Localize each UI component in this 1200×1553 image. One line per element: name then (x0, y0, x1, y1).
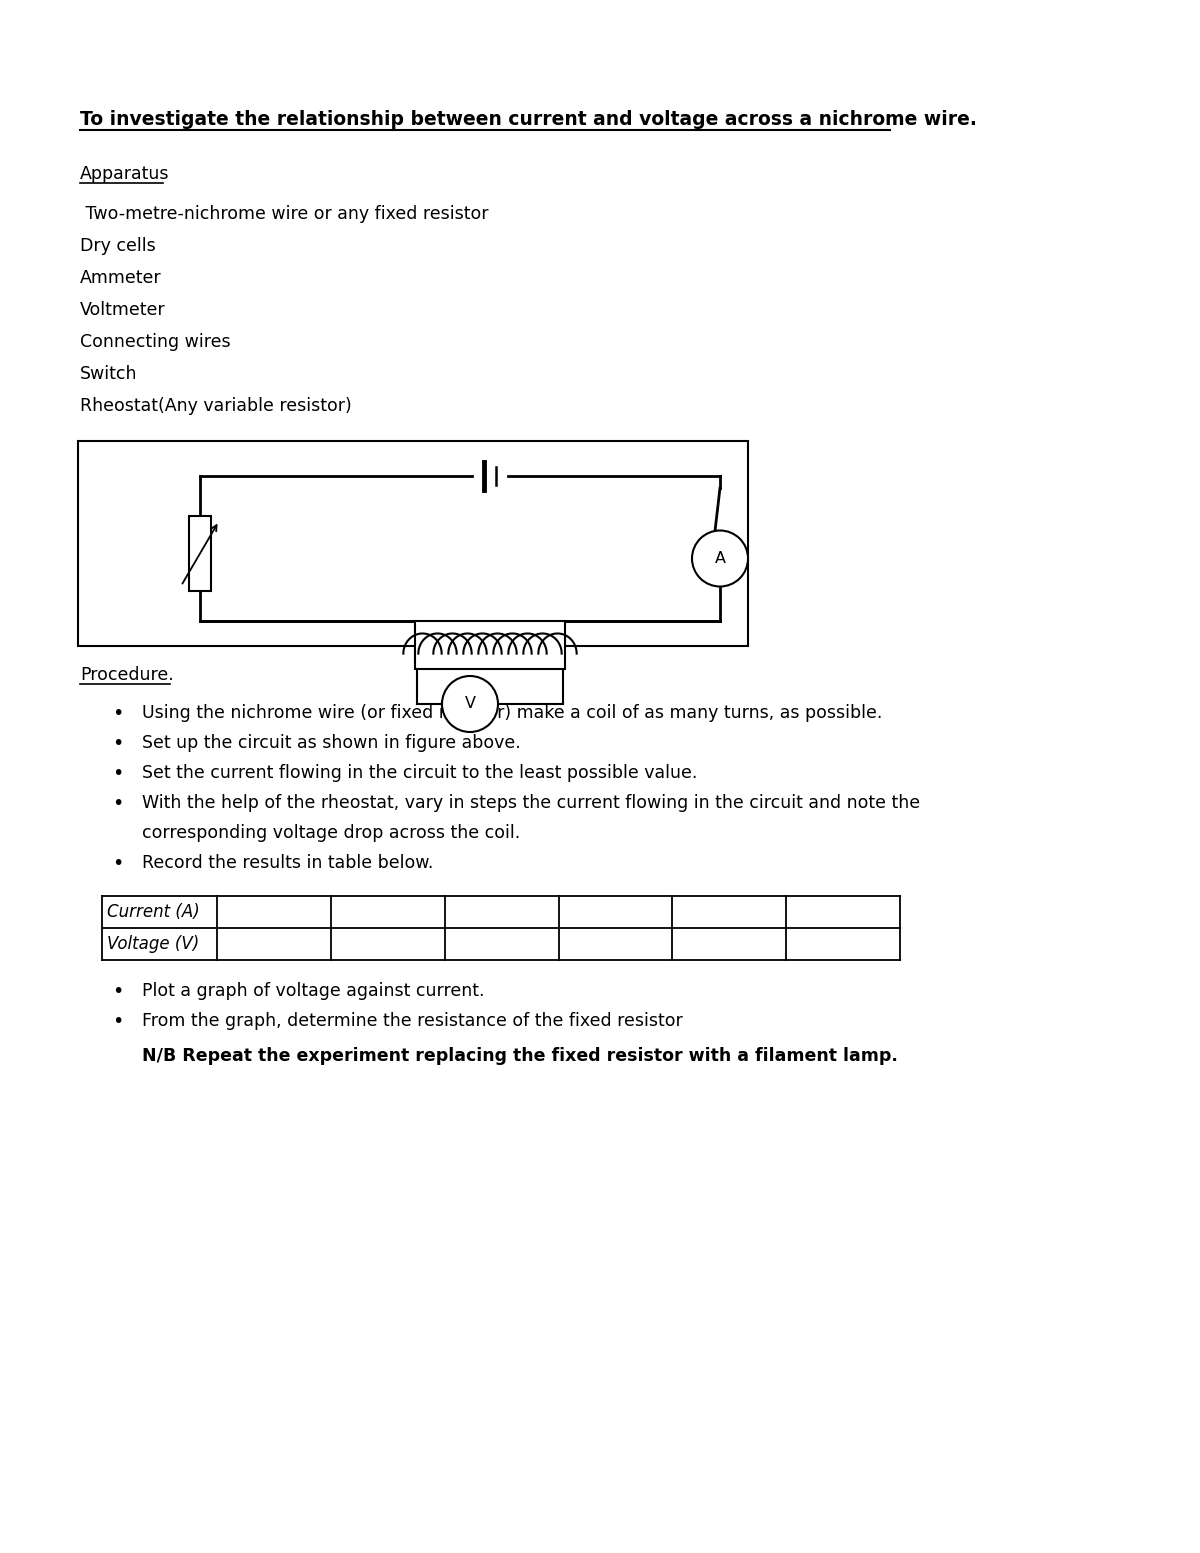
Bar (190, 516, 211, 592)
Bar (78, 441, 748, 646)
Text: Using the nichrome wire (or fixed resistor) make a coil of as many turns, as pos: Using the nichrome wire (or fixed resist… (142, 704, 882, 722)
Text: A: A (714, 551, 726, 565)
Text: Set up the circuit as shown in figure above.: Set up the circuit as shown in figure ab… (142, 735, 521, 752)
Text: •: • (112, 764, 124, 783)
Text: Record the results in table below.: Record the results in table below. (142, 854, 433, 871)
Text: Apparatus: Apparatus (80, 165, 169, 183)
Text: corresponding voltage drop across the coil.: corresponding voltage drop across the co… (142, 825, 521, 842)
Text: V: V (464, 696, 475, 711)
Text: •: • (112, 704, 124, 724)
Text: Set the current flowing in the circuit to the least possible value.: Set the current flowing in the circuit t… (142, 764, 697, 783)
Circle shape (442, 676, 498, 731)
Text: Voltmeter: Voltmeter (80, 301, 166, 318)
Text: Procedure.: Procedure. (80, 666, 174, 683)
Circle shape (692, 531, 748, 587)
Text: Plot a graph of voltage against current.: Plot a graph of voltage against current. (142, 981, 485, 1000)
Text: Ammeter: Ammeter (80, 269, 162, 287)
Text: Switch: Switch (80, 365, 138, 384)
Text: Rheostat(Any variable resistor): Rheostat(Any variable resistor) (80, 398, 352, 415)
Text: •: • (112, 854, 124, 873)
Text: From the graph, determine the resistance of the fixed resistor: From the graph, determine the resistance… (142, 1013, 683, 1030)
Text: Two-metre-nichrome wire or any fixed resistor: Two-metre-nichrome wire or any fixed res… (80, 205, 488, 224)
Bar (415, 621, 565, 669)
Text: Dry cells: Dry cells (80, 238, 156, 255)
Text: •: • (112, 735, 124, 753)
Text: •: • (112, 794, 124, 814)
Text: •: • (112, 1013, 124, 1031)
Text: Voltage (V): Voltage (V) (107, 935, 199, 954)
Text: Connecting wires: Connecting wires (80, 332, 230, 351)
Text: With the help of the rheostat, vary in steps the current flowing in the circuit : With the help of the rheostat, vary in s… (142, 794, 920, 812)
Text: To investigate the relationship between current and voltage across a nichrome wi: To investigate the relationship between … (80, 110, 977, 129)
Text: Current (A): Current (A) (107, 902, 199, 921)
Text: N/B Repeat the experiment replacing the fixed resistor with a filament lamp.: N/B Repeat the experiment replacing the … (142, 1047, 898, 1065)
Text: •: • (112, 981, 124, 1002)
